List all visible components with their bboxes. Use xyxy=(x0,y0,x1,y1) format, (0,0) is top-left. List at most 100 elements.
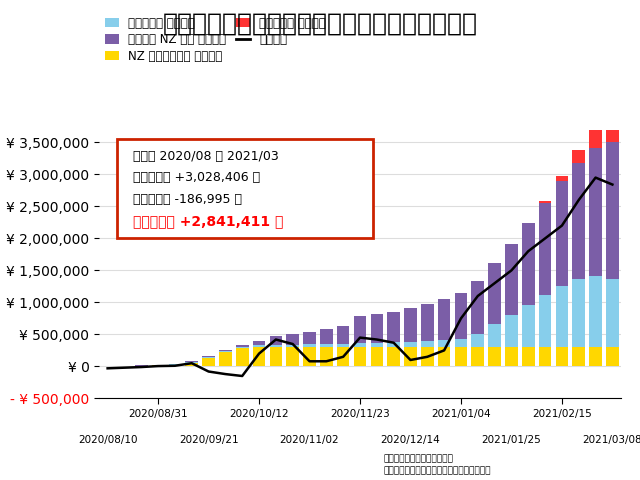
Bar xyxy=(303,332,316,344)
Bar xyxy=(572,163,585,279)
Bar xyxy=(472,334,484,347)
Text: 期間： 2020/08 ～ 2021/03: 期間： 2020/08 ～ 2021/03 xyxy=(133,150,279,163)
Bar xyxy=(404,342,417,347)
Bar xyxy=(589,276,602,347)
Bar xyxy=(572,150,585,163)
Bar xyxy=(522,305,534,347)
Text: 2020/11/02: 2020/11/02 xyxy=(280,434,339,444)
Bar xyxy=(488,347,501,366)
Bar xyxy=(253,347,266,366)
Bar xyxy=(186,361,198,362)
Bar xyxy=(219,349,232,350)
Bar xyxy=(505,347,518,366)
Bar xyxy=(539,203,552,295)
Bar xyxy=(269,347,282,366)
Bar xyxy=(522,223,534,305)
Bar xyxy=(539,201,552,203)
Bar xyxy=(454,347,467,366)
Bar xyxy=(303,344,316,347)
Bar xyxy=(286,334,299,345)
Bar xyxy=(286,345,299,347)
Bar xyxy=(337,326,349,344)
Bar xyxy=(371,347,383,366)
Bar xyxy=(236,345,248,347)
Bar xyxy=(488,264,501,324)
Text: 合計損益： +2,841,411 円: 合計損益： +2,841,411 円 xyxy=(133,214,284,228)
Bar xyxy=(589,347,602,366)
Bar xyxy=(387,312,400,342)
Bar xyxy=(337,344,349,347)
Bar xyxy=(572,279,585,347)
FancyBboxPatch shape xyxy=(118,139,373,239)
Bar xyxy=(556,176,568,181)
Bar xyxy=(371,343,383,347)
Text: 2020/09/21: 2020/09/21 xyxy=(179,434,238,444)
Bar xyxy=(404,347,417,366)
Bar xyxy=(236,347,248,348)
Bar xyxy=(219,352,232,366)
Bar xyxy=(556,347,568,366)
Text: コンサルトラリピの週次報告（ナローレンジ）: コンサルトラリピの週次報告（ナローレンジ） xyxy=(163,12,477,36)
Bar xyxy=(320,344,333,347)
Bar xyxy=(606,108,619,142)
Text: 評価損益： -186,995 円: 評価損益： -186,995 円 xyxy=(133,193,242,206)
Bar xyxy=(303,347,316,366)
Bar xyxy=(253,341,266,345)
Text: 2020/12/14: 2020/12/14 xyxy=(381,434,440,444)
Bar xyxy=(387,347,400,366)
Bar xyxy=(488,324,501,347)
Bar xyxy=(438,299,451,340)
Bar xyxy=(539,347,552,366)
Bar xyxy=(371,314,383,343)
Bar xyxy=(253,345,266,347)
Bar xyxy=(168,365,181,366)
Bar xyxy=(202,356,215,357)
Bar xyxy=(168,364,181,365)
Text: 合計損益：ポジションを全決済した時の損益: 合計損益：ポジションを全決済した時の損益 xyxy=(384,466,492,475)
Bar xyxy=(354,343,366,347)
Bar xyxy=(202,357,215,358)
Bar xyxy=(421,341,434,347)
Bar xyxy=(202,358,215,366)
Bar xyxy=(320,329,333,344)
Text: 実現損益： +3,028,406 円: 実現損益： +3,028,406 円 xyxy=(133,171,260,184)
Bar xyxy=(354,347,366,366)
Legend: 米ドル／円 実現損益, 豪ドル／ NZ ドル 実現損益, NZ ドル／米ドル 実現損益, 加ドル／円 実現損益, 合計損益: 米ドル／円 実現損益, 豪ドル／ NZ ドル 実現損益, NZ ドル／米ドル 実… xyxy=(100,12,331,67)
Bar xyxy=(539,295,552,347)
Bar xyxy=(472,281,484,334)
Bar xyxy=(152,365,164,366)
Bar xyxy=(572,347,585,366)
Bar xyxy=(454,293,467,339)
Bar xyxy=(556,286,568,347)
Bar xyxy=(387,342,400,347)
Bar xyxy=(438,340,451,347)
Bar xyxy=(472,347,484,366)
Text: 2020/08/10: 2020/08/10 xyxy=(78,434,138,444)
Bar xyxy=(236,348,248,366)
Bar xyxy=(505,244,518,314)
Bar xyxy=(404,308,417,342)
Bar xyxy=(522,347,534,366)
Bar xyxy=(454,339,467,347)
Bar xyxy=(589,124,602,148)
Bar xyxy=(269,336,282,345)
Bar xyxy=(589,148,602,276)
Bar xyxy=(269,345,282,347)
Bar xyxy=(421,347,434,366)
Text: 2021/01/25: 2021/01/25 xyxy=(481,434,541,444)
Text: 2021/03/08: 2021/03/08 xyxy=(582,434,640,444)
Bar xyxy=(286,347,299,366)
Bar xyxy=(606,142,619,279)
Bar xyxy=(606,347,619,366)
Bar xyxy=(337,347,349,366)
Bar xyxy=(606,279,619,347)
Bar xyxy=(320,347,333,366)
Bar xyxy=(556,181,568,286)
Bar xyxy=(505,314,518,347)
Text: 実現損益：決済益＋スワップ: 実現損益：決済益＋スワップ xyxy=(384,454,454,463)
Bar xyxy=(421,304,434,341)
Bar xyxy=(186,362,198,366)
Bar xyxy=(438,347,451,366)
Bar xyxy=(354,316,366,343)
Bar xyxy=(219,350,232,352)
